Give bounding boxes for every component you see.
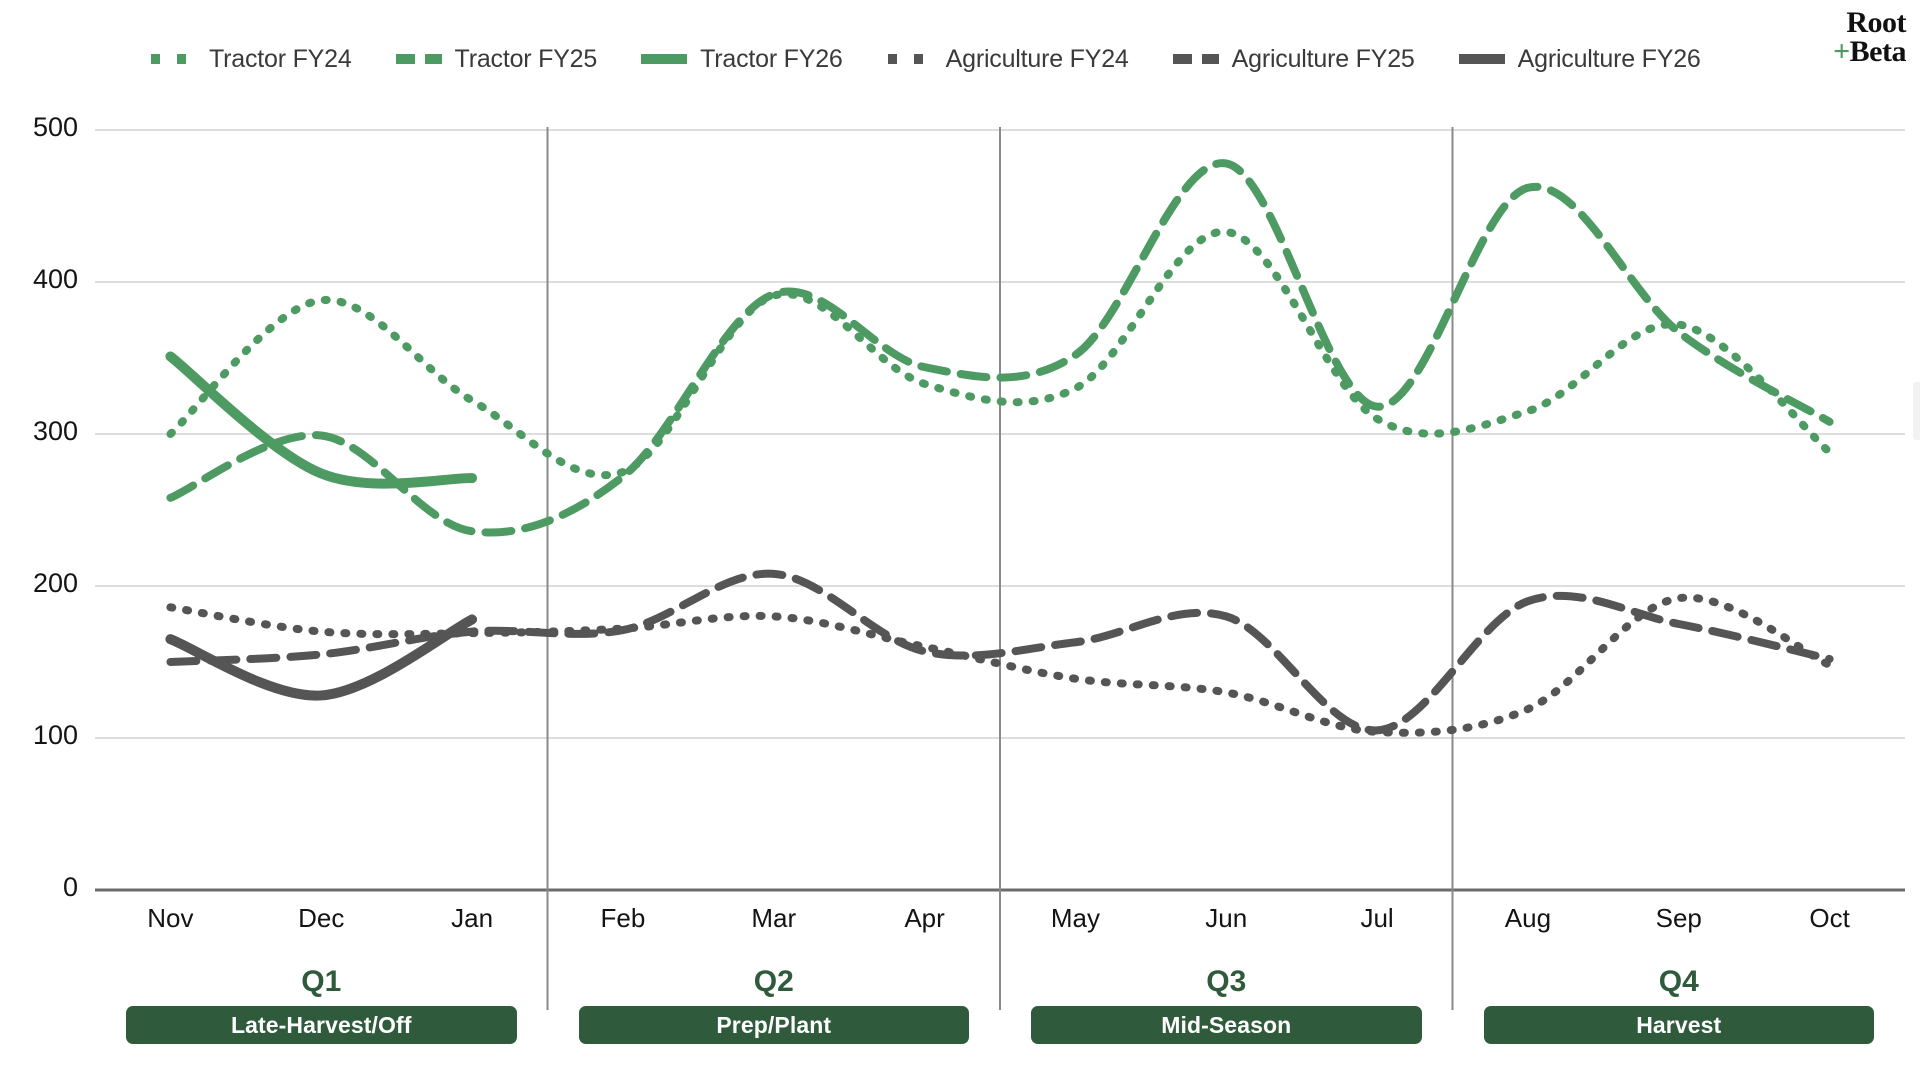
legend-item-agriculture-fy25[interactable]: Agriculture FY25 bbox=[1172, 44, 1415, 74]
legend-swatch-dotted-gray-icon bbox=[886, 54, 933, 64]
y-tick-label-0: 0 bbox=[62, 872, 78, 902]
y-tick-label-300: 300 bbox=[32, 416, 78, 446]
legend-swatch-solid-green-icon bbox=[641, 54, 688, 64]
x-tick-label-dec: Dec bbox=[298, 903, 345, 933]
quarter-title-q4: Q4 bbox=[1658, 965, 1699, 998]
series-line-tractor-fy24 bbox=[166, 227, 1834, 480]
logo-plus-icon: + bbox=[1833, 35, 1850, 69]
x-tick-label-feb: Feb bbox=[600, 903, 646, 933]
quarter-pill-q2[interactable]: Prep/Plant bbox=[578, 1006, 969, 1044]
legend-label-agriculture-fy25: Agriculture FY25 bbox=[1231, 44, 1415, 73]
quarter-title-q2: Q2 bbox=[753, 965, 794, 998]
legend-swatch-solid-gray-icon bbox=[1458, 54, 1505, 64]
right-edge-notch bbox=[1913, 382, 1920, 440]
legend-item-tractor-fy24[interactable]: Tractor FY24 bbox=[150, 45, 352, 74]
quarter-pill-q3[interactable]: Mid-Season bbox=[1031, 1006, 1422, 1044]
x-tick-label-may: May bbox=[1050, 903, 1100, 933]
legend-label-tractor-fy26: Tractor FY26 bbox=[700, 44, 843, 73]
brand-logo: Root +Beta bbox=[1833, 6, 1907, 69]
y-tick-label-100: 100 bbox=[32, 720, 78, 750]
y-tick-label-200: 200 bbox=[32, 568, 78, 598]
legend-swatch-dashed-green-icon bbox=[395, 54, 442, 64]
logo-line-beta: +Beta bbox=[1833, 35, 1907, 69]
legend-label-tractor-fy25: Tractor FY25 bbox=[454, 44, 598, 73]
legend-label-agriculture-fy26: Agriculture FY26 bbox=[1517, 44, 1701, 73]
legend-item-agriculture-fy24[interactable]: Agriculture FY24 bbox=[886, 44, 1129, 74]
x-tick-label-sep: Sep bbox=[1655, 903, 1702, 933]
x-tick-label-jun: Jun bbox=[1205, 903, 1248, 933]
chart-legend: Tractor FY24 Tractor FY25 Tractor FY26 A… bbox=[150, 42, 1701, 76]
x-tick-label-jul: Jul bbox=[1360, 903, 1394, 933]
x-tick-label-oct: Oct bbox=[1809, 903, 1850, 933]
y-tick-label-400: 400 bbox=[32, 264, 78, 294]
legend-item-agriculture-fy26[interactable]: Agriculture FY26 bbox=[1458, 44, 1701, 74]
quarter-title-q1: Q1 bbox=[301, 965, 342, 998]
x-tick-label-mar: Mar bbox=[751, 903, 797, 933]
x-tick-label-apr: Apr bbox=[904, 903, 945, 933]
legend-swatch-dashed-gray-icon bbox=[1172, 54, 1219, 64]
quarter-pill-q1[interactable]: Late-Harvest/Off bbox=[126, 1006, 517, 1044]
legend-label-agriculture-fy24: Agriculture FY24 bbox=[945, 44, 1129, 73]
logo-line-root: Root bbox=[1846, 6, 1906, 39]
legend-item-tractor-fy25[interactable]: Tractor FY25 bbox=[395, 44, 598, 74]
legend-swatch-dotted-green-icon bbox=[150, 54, 196, 64]
series-line-tractor-fy26 bbox=[165, 351, 478, 489]
quarter-pill-q4[interactable]: Harvest bbox=[1483, 1006, 1874, 1044]
x-tick-label-aug: Aug bbox=[1504, 903, 1552, 933]
legend-item-tractor-fy26[interactable]: Tractor FY26 bbox=[641, 45, 843, 74]
logo-beta-text: Beta bbox=[1849, 35, 1907, 69]
series-line-tractor-fy25 bbox=[166, 159, 1834, 537]
quarter-title-q3: Q3 bbox=[1206, 965, 1247, 998]
y-tick-label-500: 500 bbox=[32, 112, 78, 142]
series-line-agriculture-fy26 bbox=[165, 614, 478, 701]
x-tick-label-jan: Jan bbox=[451, 903, 494, 933]
legend-label-tractor-fy24: Tractor FY24 bbox=[209, 44, 352, 73]
x-tick-label-nov: Nov bbox=[147, 903, 194, 933]
series-line-agriculture-fy25 bbox=[166, 569, 1834, 735]
